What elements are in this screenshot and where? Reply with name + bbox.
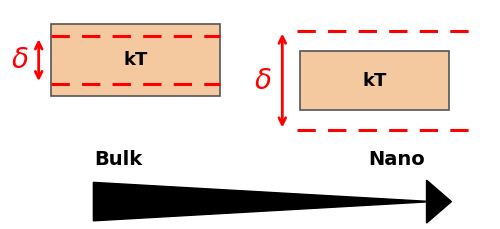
Text: Bulk: Bulk: [94, 150, 142, 169]
Bar: [300, 51, 449, 110]
Text: kT: kT: [362, 72, 386, 90]
Polygon shape: [94, 180, 452, 223]
Text: kT: kT: [124, 51, 148, 69]
Bar: [51, 24, 220, 96]
Text: $\delta$: $\delta$: [254, 67, 272, 95]
Text: Nano: Nano: [368, 150, 425, 169]
Text: $\delta$: $\delta$: [11, 46, 28, 74]
